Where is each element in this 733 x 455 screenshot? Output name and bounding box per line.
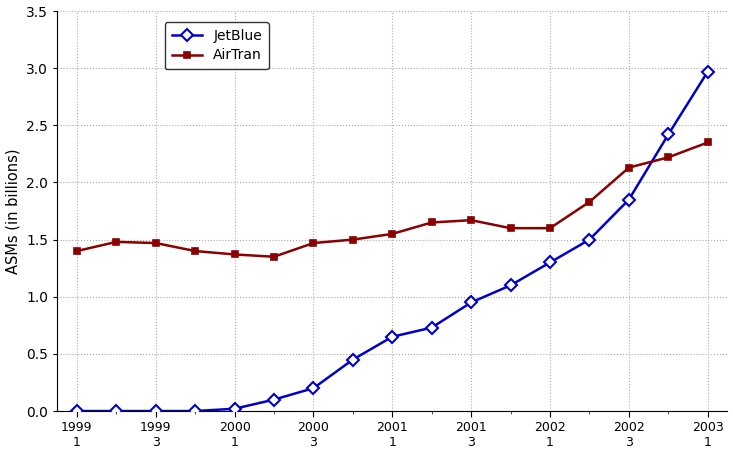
AirTran (191, 248, 199, 254)
AirTran (151, 240, 160, 246)
JetBlue (585, 237, 594, 243)
JetBlue (230, 406, 239, 411)
JetBlue (664, 132, 673, 137)
JetBlue (73, 408, 81, 414)
JetBlue (507, 283, 515, 288)
JetBlue (427, 325, 436, 330)
AirTran (507, 226, 515, 231)
JetBlue (270, 397, 279, 402)
JetBlue (625, 197, 633, 202)
JetBlue (151, 408, 160, 414)
AirTran (73, 248, 81, 254)
AirTran (704, 140, 712, 145)
AirTran (230, 252, 239, 257)
AirTran (112, 239, 121, 245)
JetBlue (545, 260, 554, 265)
Y-axis label: ASMs (in billions): ASMs (in billions) (6, 148, 21, 274)
AirTran (427, 220, 436, 225)
AirTran (545, 226, 554, 231)
JetBlue (309, 385, 318, 391)
JetBlue (348, 357, 357, 362)
AirTran (388, 231, 397, 237)
JetBlue (191, 408, 199, 414)
JetBlue (704, 69, 712, 74)
AirTran (270, 254, 279, 259)
JetBlue (467, 300, 476, 305)
Line: JetBlue: JetBlue (73, 67, 712, 415)
AirTran (348, 237, 357, 243)
JetBlue (388, 334, 397, 339)
AirTran (585, 199, 594, 205)
Legend: JetBlue, AirTran: JetBlue, AirTran (165, 22, 269, 70)
Line: AirTran: AirTran (73, 139, 711, 260)
AirTran (309, 240, 318, 246)
AirTran (664, 155, 673, 160)
AirTran (625, 165, 633, 170)
JetBlue (112, 408, 121, 414)
AirTran (467, 217, 476, 223)
